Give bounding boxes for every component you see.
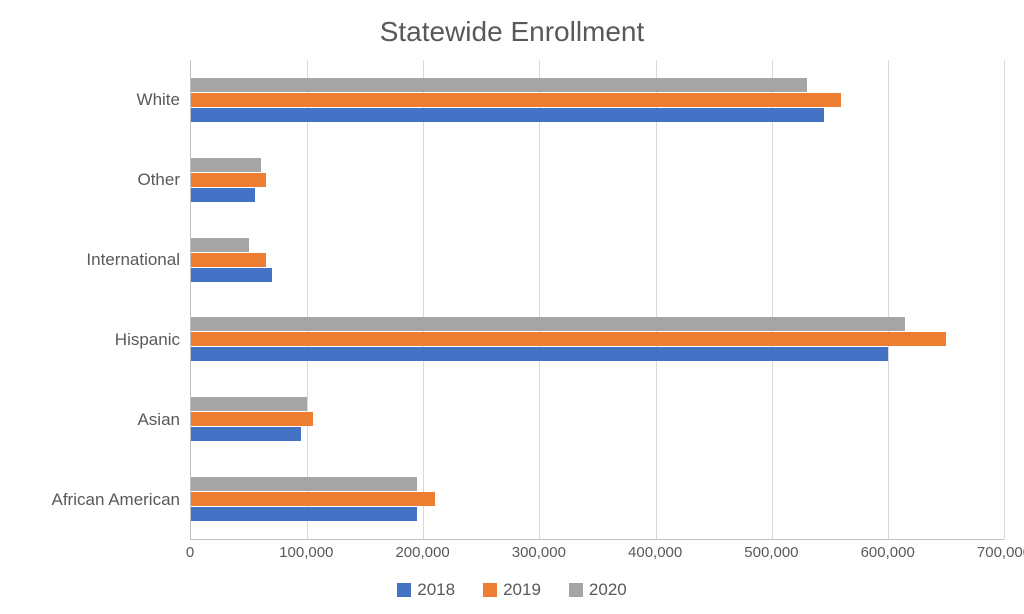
legend-item-2019: 2019 [483,580,541,600]
chart-container: Statewide Enrollment WhiteOtherInternati… [0,0,1024,614]
category-slot [191,459,1004,539]
y-category-label: International [86,220,180,300]
bar-2019 [191,412,313,426]
legend-swatch [569,583,583,597]
category-slot [191,220,1004,300]
category-slot [191,379,1004,459]
x-tick-label: 700,000 [977,544,1024,561]
legend-label: 2020 [589,580,627,600]
legend-swatch [483,583,497,597]
x-tick-label: 600,000 [861,544,915,561]
bar-2020 [191,78,807,92]
bar-2018 [191,268,272,282]
bar-2018 [191,427,301,441]
x-tick-label: 100,000 [279,544,333,561]
x-ticks-row: 0 100,000 200,000 300,000 400,000 500,000 600,… [20,544,1004,566]
bar-2018 [191,347,888,361]
x-ticks-spacer [20,544,190,566]
legend-item-2020: 2020 [569,580,627,600]
y-category-label: Hispanic [115,300,180,380]
y-category-label: Other [137,140,180,220]
category-slot [191,140,1004,220]
bar-2019 [191,332,946,346]
bar-2020 [191,238,249,252]
x-tick-label: 0 [186,544,194,561]
chart-title: Statewide Enrollment [20,16,1004,48]
legend-swatch [397,583,411,597]
bar-2019 [191,253,266,267]
bar-2019 [191,93,841,107]
bar-2018 [191,507,417,521]
bar-2019 [191,173,266,187]
x-tick-label: 400,000 [628,544,682,561]
y-category-label: Asian [137,380,180,460]
bar-2020 [191,158,261,172]
legend-item-2018: 2018 [397,580,455,600]
bar-2020 [191,317,905,331]
y-category-label: African American [52,460,181,540]
x-tick-label: 300,000 [512,544,566,561]
category-slot [191,300,1004,380]
x-tick-label: 500,000 [744,544,798,561]
bar-2019 [191,492,435,506]
x-tick-label: 200,000 [395,544,449,561]
bar-2020 [191,477,417,491]
bar-2018 [191,188,255,202]
y-category-label: White [137,60,180,140]
plot-area [190,60,1004,540]
gridline [1004,60,1005,539]
bar-2020 [191,397,307,411]
bar-2018 [191,108,824,122]
y-axis-labels: WhiteOtherInternationalHispanicAsianAfri… [20,60,190,540]
plot-row: WhiteOtherInternationalHispanicAsianAfri… [20,60,1004,540]
legend-label: 2018 [417,580,455,600]
x-axis-ticks: 0100,000200,000300,000400,000500,000600,… [190,544,1004,566]
legend: 2018 2019 2020 [20,580,1004,600]
category-slot [191,60,1004,140]
legend-label: 2019 [503,580,541,600]
